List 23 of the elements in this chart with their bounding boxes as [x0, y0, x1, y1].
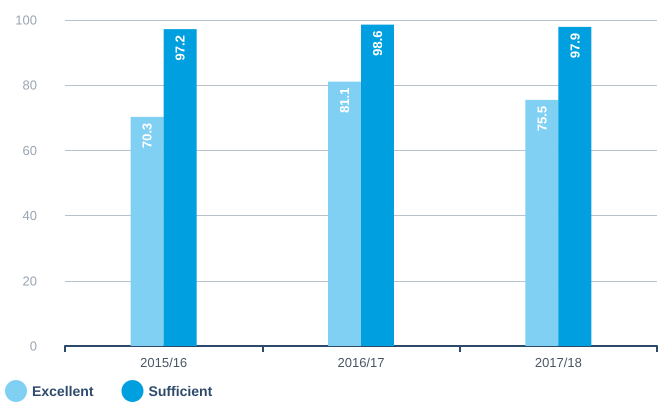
data-label: 97.2: [172, 35, 188, 60]
data-label: 75.5: [534, 106, 550, 132]
data-label: 70.3: [140, 122, 155, 148]
legend-label: Excellent: [32, 383, 94, 399]
data-label: 98.6: [370, 30, 385, 56]
x-tick-label: 2016/17: [338, 355, 384, 370]
bar: [525, 100, 558, 346]
bar: [328, 82, 361, 346]
legend-label: Sufficient: [148, 383, 213, 399]
data-label: 97.9: [567, 32, 582, 58]
bar: [361, 24, 394, 346]
bar: [130, 116, 164, 346]
y-tick-label: 0: [30, 338, 37, 354]
y-tick-label: 20: [22, 273, 37, 288]
y-tick-label: 40: [22, 208, 37, 224]
x-tick-label: 2015/16: [140, 355, 188, 370]
y-tick-label: 100: [15, 12, 37, 28]
x-tick-label: 2017/18: [534, 355, 582, 370]
bar: [558, 26, 592, 346]
bar: [164, 29, 197, 346]
data-label: 81.1: [337, 88, 352, 113]
y-tick-label: 80: [22, 78, 37, 93]
y-tick-label: 60: [22, 142, 37, 158]
